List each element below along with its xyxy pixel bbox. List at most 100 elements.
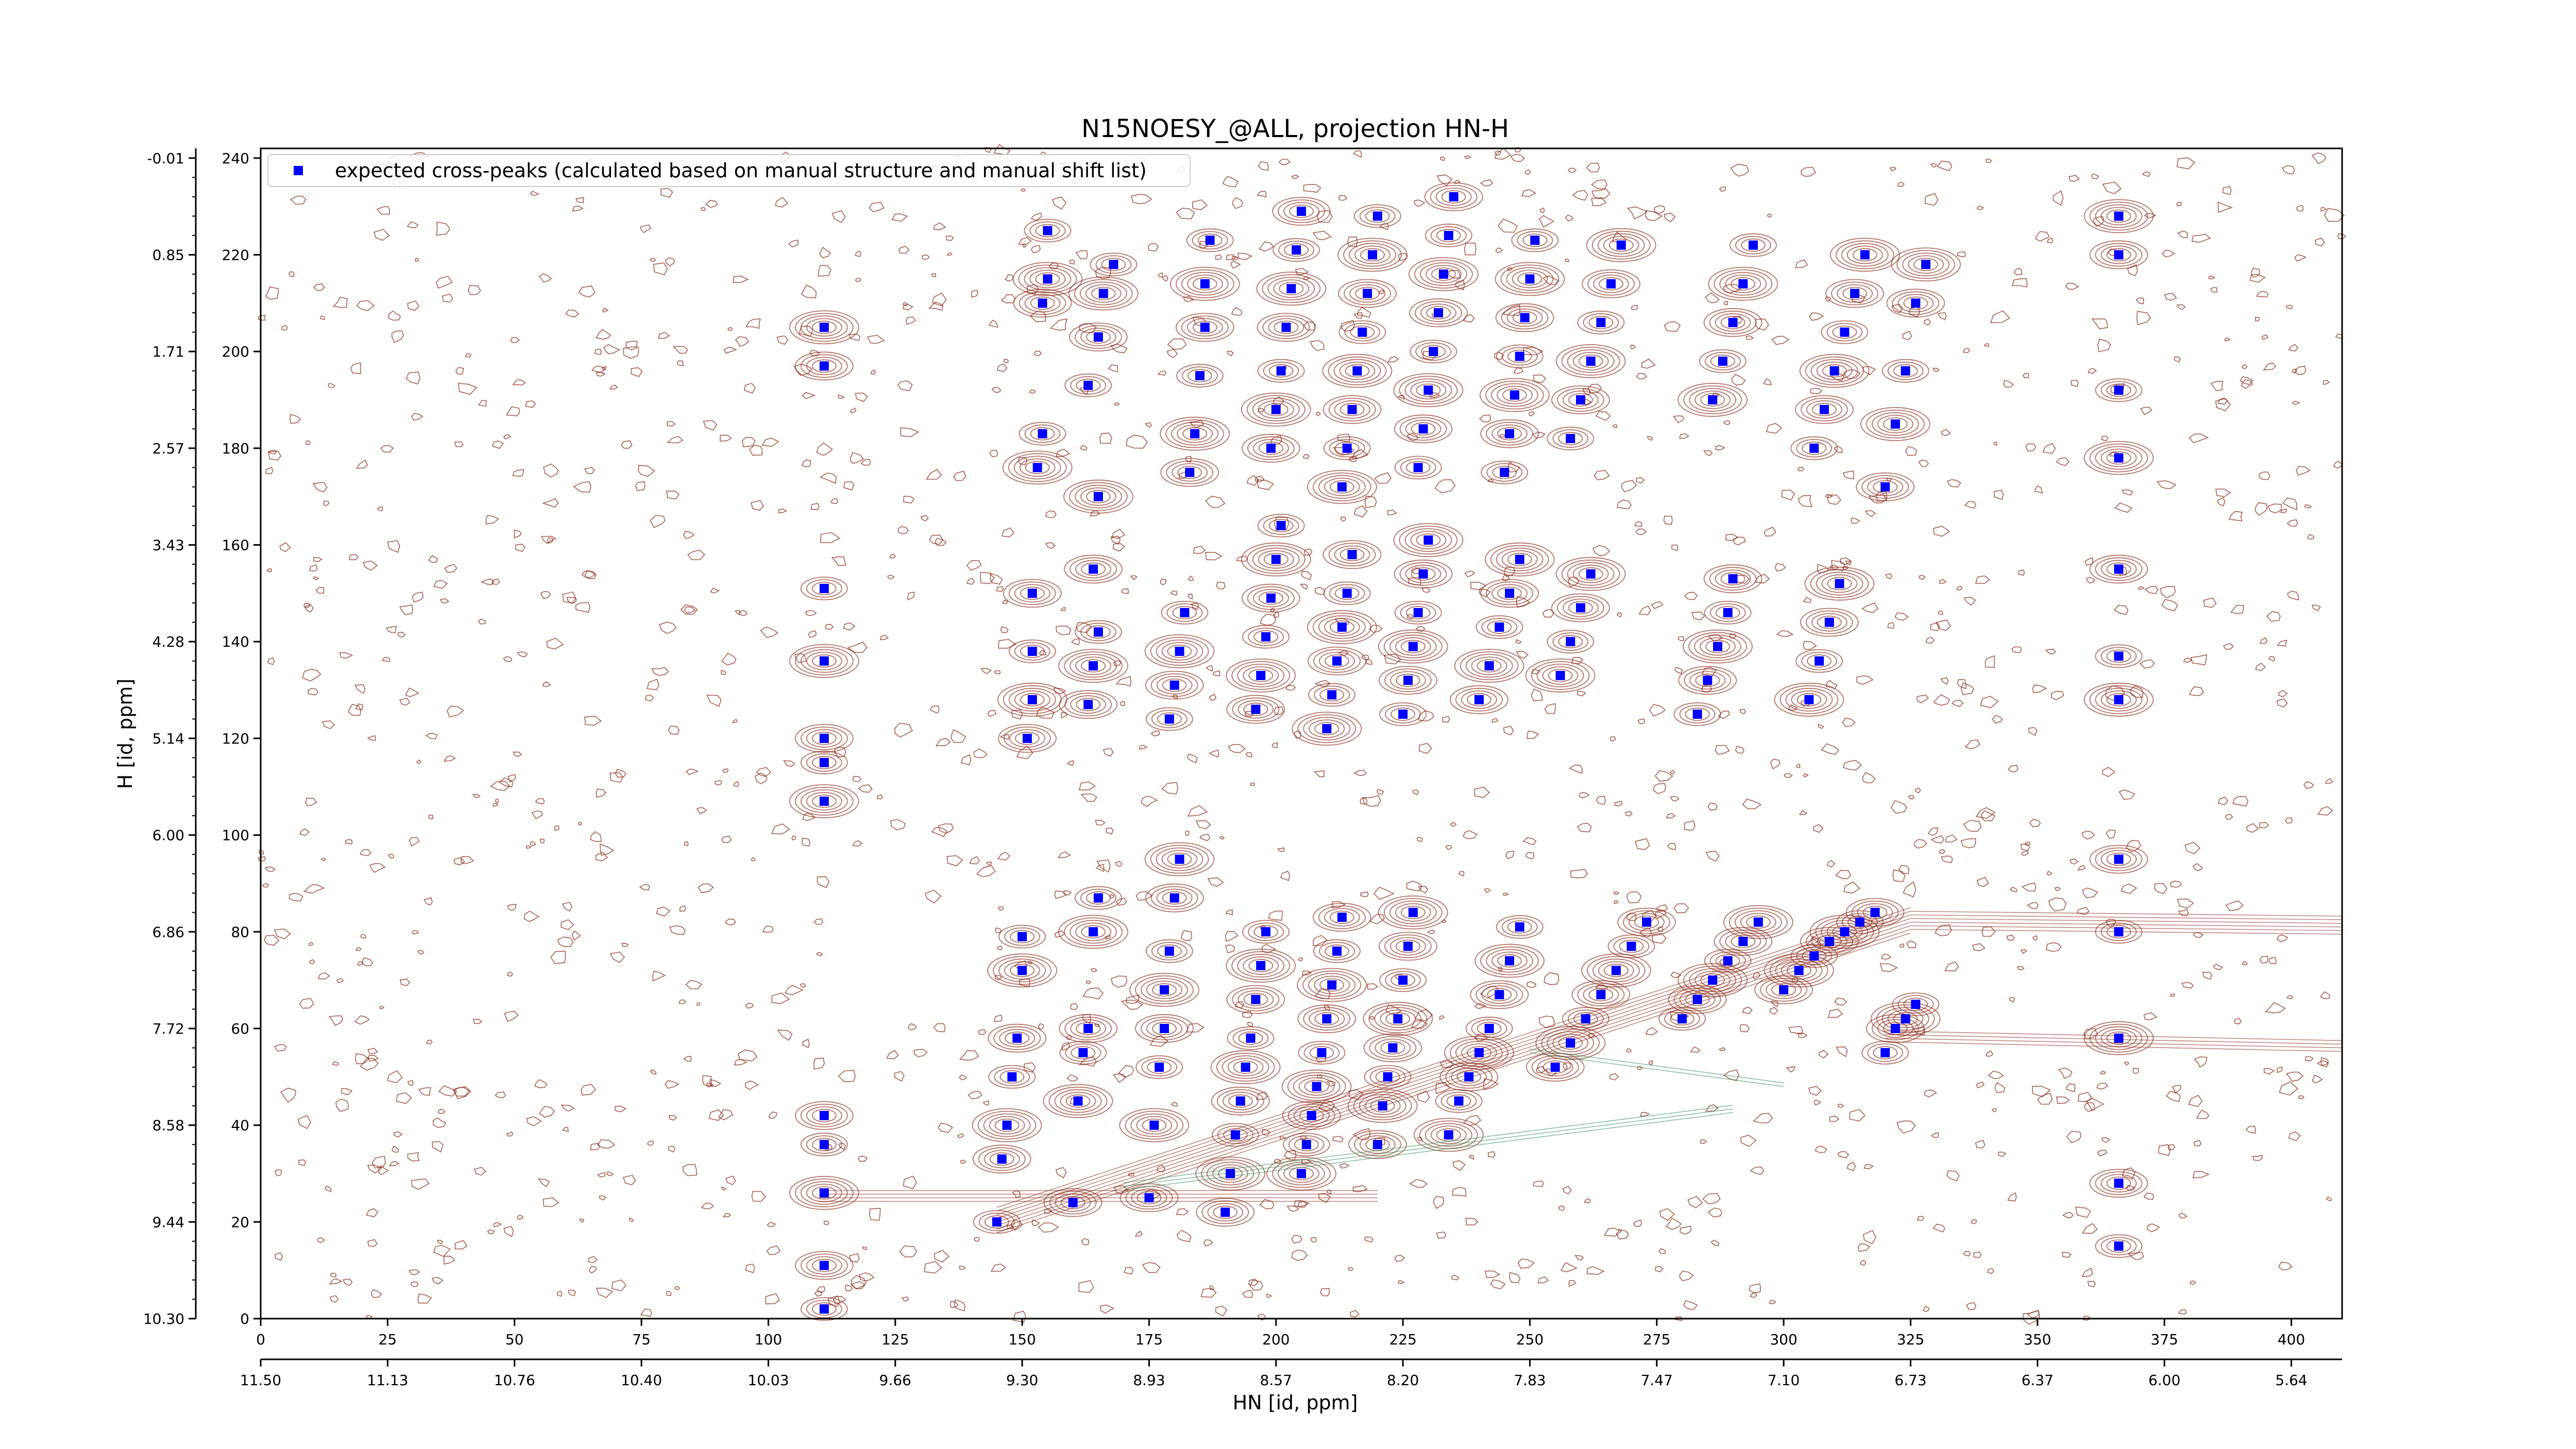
cross-peak-point-100 xyxy=(1347,405,1357,414)
noise-contour xyxy=(1856,675,1874,685)
peak-contour xyxy=(1842,287,1867,300)
peak-contour xyxy=(1161,642,1198,661)
noise-contour xyxy=(409,837,420,847)
peak-contour xyxy=(1714,269,1773,298)
peak-contour xyxy=(1796,439,1833,458)
x-tick-label-8: 200 xyxy=(1262,1331,1290,1348)
noise-contour xyxy=(1946,1170,1960,1182)
contour-streak xyxy=(1124,1105,1733,1183)
y2-tick-label-12: -0.01 xyxy=(147,150,184,167)
peak-contour xyxy=(1318,615,1366,639)
noise-contour xyxy=(1610,736,1617,742)
noise-contour xyxy=(1332,1136,1344,1143)
peak-contour xyxy=(1572,352,1609,370)
peak-contour xyxy=(1481,460,1529,484)
cross-peak-point-75 xyxy=(1276,520,1286,530)
noise-contour xyxy=(539,1106,555,1118)
noise-contour xyxy=(543,1197,560,1207)
peak-contour xyxy=(1070,920,1117,944)
contour-streak xyxy=(1910,911,2343,917)
peak-contour xyxy=(1409,298,1468,327)
noise-contour xyxy=(299,828,310,836)
noise-contour xyxy=(584,715,602,726)
peak-contour xyxy=(2095,557,2143,581)
noise-contour xyxy=(330,1272,337,1278)
noise-contour xyxy=(436,222,450,236)
noise-contour xyxy=(703,420,718,431)
noise-contour xyxy=(1049,318,1068,331)
noise-contour xyxy=(2034,485,2043,494)
peak-contour xyxy=(1876,1004,1935,1034)
peak-contour xyxy=(2100,448,2137,467)
peak-contour xyxy=(1719,930,1767,953)
cross-peak-point-135 xyxy=(1515,922,1524,932)
noise-contour xyxy=(1303,548,1313,556)
peak-contour xyxy=(1314,1012,1340,1026)
cross-peak-point-20 xyxy=(1027,695,1037,704)
noise-contour xyxy=(1387,509,1397,515)
peak-contour xyxy=(1809,915,1880,949)
peak-contour xyxy=(1857,903,1893,922)
noise-contour xyxy=(453,1086,471,1100)
noise-contour xyxy=(1638,605,1651,615)
peak-contour xyxy=(1144,634,1215,668)
noise-contour xyxy=(1207,877,1224,887)
peak-contour xyxy=(1064,651,1123,681)
noise-contour xyxy=(869,201,885,212)
peak-contour xyxy=(1076,378,1101,392)
cross-peak-point-113 xyxy=(1408,907,1418,917)
noise-contour xyxy=(2316,1060,2329,1068)
peak-contour xyxy=(1705,639,1730,653)
cross-peak-point-16 xyxy=(1012,1033,1022,1043)
noise-contour xyxy=(1975,575,1990,584)
peak-contour xyxy=(1334,586,1360,600)
noise-contour xyxy=(590,831,602,843)
peak-contour xyxy=(1354,245,1391,264)
noise-contour xyxy=(1272,742,1278,748)
contour-streak xyxy=(1910,918,2343,924)
peak-contour xyxy=(1289,205,1314,218)
peak-contour xyxy=(1677,383,1748,417)
noise-contour xyxy=(650,515,666,528)
noise-contour xyxy=(376,206,391,215)
noise-contour xyxy=(1705,292,1720,304)
peak-contour xyxy=(1283,1164,1319,1183)
noise-contour xyxy=(1729,633,1737,639)
noise-contour xyxy=(1528,411,1535,417)
peak-contour xyxy=(1501,550,1538,569)
noise-contour xyxy=(1377,788,1384,795)
noise-contour xyxy=(1353,505,1368,518)
noise-contour xyxy=(317,1237,325,1243)
noise-contour xyxy=(1933,694,1951,706)
peak-contour xyxy=(2106,562,2131,576)
noise-contour xyxy=(444,564,457,573)
y-tick-label-3: 60 xyxy=(231,1020,249,1037)
contour-streak xyxy=(1910,925,2343,931)
noise-contour xyxy=(350,362,361,375)
noise-contour xyxy=(844,1284,853,1292)
cross-peak-point-180 xyxy=(1748,240,1758,250)
peak-contour xyxy=(994,1067,1030,1086)
peak-contour xyxy=(1436,229,1461,242)
peak-contour xyxy=(1908,255,1944,274)
peak-contour xyxy=(1065,1094,1091,1108)
noise-contour xyxy=(1066,1074,1079,1082)
noise-contour xyxy=(667,421,676,427)
noise-contour xyxy=(783,760,795,767)
peak-contour xyxy=(1807,654,1832,668)
peak-contour xyxy=(1252,439,1289,458)
peak-contour xyxy=(1063,479,1133,514)
noise-contour xyxy=(902,302,908,306)
noise-contour xyxy=(705,200,718,208)
peak-contour xyxy=(1688,632,1747,661)
noise-contour xyxy=(2113,605,2129,615)
peak-contour xyxy=(1227,1058,1264,1076)
noise-contour xyxy=(444,755,456,762)
cross-peak-point-171 xyxy=(1692,709,1702,719)
cross-peak-point-33 xyxy=(1093,893,1103,903)
peak-contour xyxy=(800,1103,848,1127)
noise-contour xyxy=(756,767,772,777)
cross-peak-point-124 xyxy=(1434,308,1444,318)
cross-peak-point-126 xyxy=(1444,230,1453,240)
peak-contour xyxy=(1887,361,1924,380)
